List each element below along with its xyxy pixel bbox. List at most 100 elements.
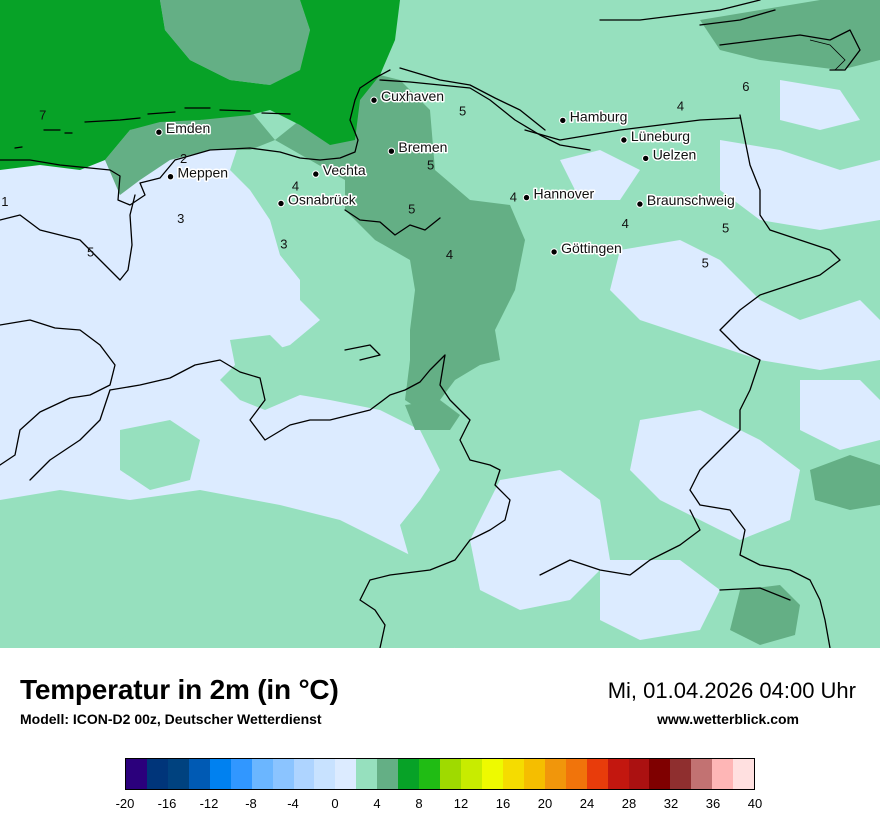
city-marker: Uelzen: [642, 145, 698, 164]
isotherm-label: 3: [280, 237, 287, 252]
isotherm-label: 5: [427, 158, 434, 173]
city-marker: Lüneburg: [620, 127, 692, 146]
legend-tick: -4: [287, 796, 299, 811]
legend-swatch: [586, 759, 608, 789]
isotherm-label: 4: [686, 149, 693, 164]
legend-swatch: [293, 759, 315, 789]
isotherm-label: 4: [292, 179, 299, 194]
legend-tick: 32: [663, 796, 679, 811]
isotherm-label: 4: [446, 247, 453, 262]
legend-tick: 8: [415, 796, 423, 811]
legend-swatch: [377, 759, 399, 789]
city-dot: [559, 116, 567, 125]
legend-swatch: [628, 759, 650, 789]
legend-swatch: [398, 759, 420, 789]
legend-tick: -16: [157, 796, 177, 811]
isotherm-label: 5: [87, 245, 94, 260]
legend-swatch: [565, 759, 587, 789]
legend-tick-labels: -20 -16 -12 -8 -4 0 4 8 12 16 20 24 28 32 36 40: [116, 796, 763, 814]
isotherm-label: 5: [459, 103, 466, 118]
legend-swatch: [440, 759, 461, 789]
legend-swatch: [356, 759, 378, 789]
legend-tick: 12: [453, 796, 469, 811]
city-label: Uelzen: [653, 146, 697, 162]
legend-tick: 40: [747, 796, 763, 811]
legend-swatch: [607, 759, 629, 789]
city-dot: [387, 147, 396, 155]
legend-swatch: [461, 759, 482, 789]
legend-swatch: [251, 759, 273, 789]
city-marker: Bremen: [387, 138, 449, 157]
isotherm-labels: 6 7 5 4 2 5 4 1 4 4 5 3 4 5 3 5 4 5: [1, 79, 749, 271]
temp-field-5-6: [405, 400, 460, 430]
isotherm-label: 2: [180, 151, 187, 166]
city-label: Lüneburg: [631, 128, 690, 144]
city-dot: [277, 199, 285, 208]
isotherm-label: 4: [510, 190, 517, 205]
city-dot: [312, 170, 320, 178]
legend-tick: 24: [579, 796, 595, 811]
city-dot: [522, 193, 531, 202]
city-dot: [620, 136, 628, 144]
city-label: Meppen: [178, 165, 229, 181]
city-marker: Braunschweig: [636, 191, 736, 210]
map-footer: Temperatur in 2m (in °C) Modell: ICON-D2…: [0, 648, 880, 830]
map-title: Temperatur in 2m (in °C): [20, 674, 339, 705]
legend-swatch: [691, 759, 713, 789]
city-marker: Emden: [155, 119, 212, 138]
legend-swatch: [272, 759, 294, 789]
temp-field-5-6: [730, 585, 800, 645]
forecast-datetime: Mi, 01.04.2026 04:00 Uhr: [607, 678, 856, 703]
legend-swatch: [188, 759, 210, 789]
city-marker: Osnabrück: [277, 190, 358, 209]
city-marker: Hannover: [522, 184, 596, 203]
legend-swatch: [230, 759, 252, 789]
legend-tick: -20: [115, 796, 135, 811]
website-link[interactable]: www.wetterblick.com: [657, 711, 799, 727]
city-dot: [636, 200, 644, 208]
model-source: Modell: ICON-D2 00z, Deutscher Wetterdie…: [20, 711, 322, 727]
isotherm-label: 1: [1, 194, 8, 209]
legend-swatch: [126, 759, 147, 789]
color-legend: [125, 758, 755, 790]
isotherm-label: 5: [702, 256, 709, 271]
legend-tick: 20: [537, 796, 553, 811]
legend-swatch: [209, 759, 231, 789]
isotherm-label: 5: [722, 220, 729, 235]
temp-field-5-6: [700, 0, 880, 70]
temperature-map: 6 7 5 4 2 5 4 1 4 4 5 3 4 5 3 5 4 5 Cuxhaven Hamburg Emden L…: [0, 0, 880, 648]
city-marker: Cuxhaven: [370, 87, 446, 106]
legend-swatch: [712, 759, 734, 789]
city-dot: [642, 154, 650, 163]
isotherm-label: 7: [39, 107, 46, 122]
isotherm-label: 5: [408, 201, 415, 216]
city-label: Hamburg: [570, 108, 628, 124]
isolines: [809, 39, 846, 71]
city-label: Hannover: [534, 186, 595, 202]
isotherm-label: 4: [677, 99, 684, 114]
legend-tick: -12: [199, 796, 219, 811]
isotherm-label: 3: [177, 211, 184, 226]
legend-tick: -8: [245, 796, 257, 811]
city-label: Göttingen: [561, 240, 622, 256]
temp-field-6-8: [0, 0, 400, 170]
legend-tick: 4: [373, 796, 381, 811]
legend-swatch: [335, 759, 357, 789]
temp-patches-mint: [30, 335, 380, 640]
legend-swatch: [419, 759, 441, 789]
city-dot: [370, 96, 378, 104]
boundaries: [0, 0, 861, 648]
legend-tick: 0: [331, 796, 339, 811]
legend-tick: 36: [705, 796, 721, 811]
legend-tick: 28: [621, 796, 637, 811]
temp-field-5-6: [275, 70, 525, 410]
legend-swatch: [502, 759, 524, 789]
city-label: Osnabrück: [288, 192, 357, 208]
legend-swatch: [481, 759, 503, 789]
city-dot: [155, 128, 163, 136]
city-marker: Meppen: [166, 163, 230, 182]
city-markers: Cuxhaven Hamburg Emden Lüneburg Bremen Uelzen…: [155, 87, 736, 257]
isotherm-label: 4: [622, 216, 629, 231]
legend-swatch: [314, 759, 336, 789]
city-dot: [550, 248, 558, 256]
